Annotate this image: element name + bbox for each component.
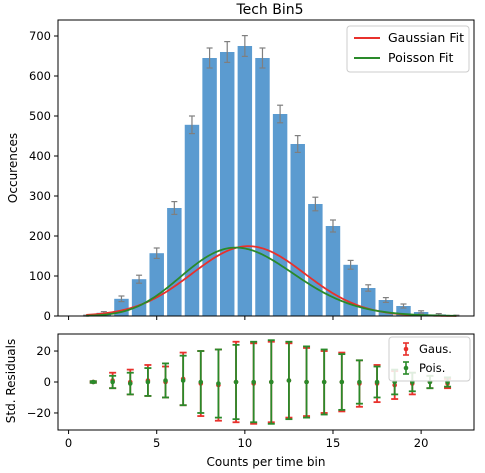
y-tick-label: −20: [27, 406, 51, 420]
residual-marker: [145, 379, 151, 385]
residual-point-pois: [303, 345, 311, 419]
y-tick-label: 0: [44, 309, 51, 323]
legend-swatch-pois: [403, 361, 409, 375]
residual-marker: [180, 378, 186, 383]
residual-point-pois: [197, 350, 205, 414]
y-tick-label: 100: [29, 269, 51, 283]
residual-point-pois: [89, 379, 97, 385]
histogram-bar: [272, 114, 288, 316]
legend-label-gaussian: Gaussian Fit: [388, 30, 464, 45]
y-tick-label: 20: [36, 344, 51, 358]
residual-marker: [216, 381, 221, 386]
residuals-x-ticks: 0 5 10 15 20: [65, 430, 429, 450]
chart-title: Tech Bin5: [235, 2, 303, 18]
histogram-bar: [149, 253, 164, 316]
histogram-plot-area: 0 100 200 300 400 500 600 700: [29, 19, 475, 323]
residuals-plot-area: 0 5 10 15 20 −20 0 20: [27, 333, 475, 450]
legend-label-poisson: Poisson Fit: [388, 50, 454, 65]
residual-marker: [198, 379, 204, 385]
fit-curve: [86, 246, 457, 317]
legend-box: [388, 336, 471, 382]
legend-label-gaus: Gaus.: [419, 342, 452, 356]
histogram-bar: [184, 124, 200, 316]
residual-marker: [163, 378, 168, 383]
residual-point-pois: [179, 354, 187, 407]
histogram-error-bars: [83, 34, 460, 317]
residual-point-pois: [320, 348, 328, 416]
histogram-bar: [255, 58, 270, 316]
y-tick-label: 500: [29, 109, 51, 123]
residual-marker: [374, 379, 380, 385]
histogram-axes-frame: [57, 19, 475, 317]
residual-point-pois: [162, 362, 170, 399]
residual-marker: [286, 378, 292, 383]
histogram-bar: [237, 46, 253, 316]
residual-point-pois: [267, 339, 275, 425]
residual-point-pois: [338, 353, 346, 411]
x-tick-label: 15: [326, 436, 341, 450]
x-tick-label: 5: [153, 436, 160, 450]
residuals-y-ticks: −20 0 20: [27, 344, 58, 420]
residual-marker: [233, 379, 239, 385]
residual-marker: [110, 379, 115, 385]
histogram-bar: [325, 226, 341, 316]
y-tick-label: 0: [44, 375, 51, 389]
residual-marker: [268, 379, 274, 385]
residual-point-pois: [126, 371, 134, 396]
legend-swatch-gaus: [403, 342, 409, 356]
residual-marker: [304, 379, 309, 385]
fit-curves: [86, 245, 457, 317]
residual-point-pois: [109, 374, 117, 390]
residual-point-pois: [373, 365, 381, 399]
histogram-bar: [413, 312, 429, 316]
histogram-y-axis-label: Occurences: [6, 133, 20, 203]
residual-point-pois: [144, 367, 152, 397]
residual-marker: [321, 379, 327, 385]
residual-point-pois: [232, 343, 240, 421]
x-tick-label: 10: [238, 436, 253, 450]
histogram-bar: [396, 306, 411, 316]
residual-marker: [357, 379, 362, 385]
histogram-bar: [131, 279, 147, 316]
residual-marker: [127, 381, 133, 386]
residual-marker: [90, 379, 96, 385]
histogram-bar: [343, 264, 358, 316]
histogram-legend: Gaussian Fit Poisson Fit: [346, 25, 470, 73]
residual-point-pois: [355, 359, 363, 405]
legend-marker: [403, 365, 409, 371]
residual-point-pois: [285, 340, 293, 421]
histogram-bar: [167, 208, 182, 316]
histogram-bar: [290, 144, 305, 316]
residual-point-pois: [214, 348, 222, 419]
residual-point-pois: [250, 340, 258, 424]
histogram-x-ticks: [68, 316, 422, 320]
histogram-bar: [308, 204, 323, 316]
histogram-bar: [219, 52, 235, 316]
residual-marker: [251, 379, 256, 385]
residuals-y-axis-label: Std. Residuals: [4, 339, 18, 424]
histogram-bar: [361, 288, 376, 316]
residuals-x-axis-label: Counts per time bin: [207, 455, 326, 469]
y-tick-label: 700: [29, 29, 51, 43]
y-tick-label: 600: [29, 69, 51, 83]
residuals-legend: Gaus. Pois.: [388, 336, 471, 382]
x-tick-label: 20: [414, 436, 429, 450]
legend-label-pois: Pois.: [419, 361, 445, 375]
histogram-y-ticks: 0 100 200 300 400 500 600 700: [29, 29, 58, 323]
residual-marker: [339, 379, 345, 385]
y-tick-label: 400: [29, 149, 51, 163]
residual-points: [89, 339, 452, 425]
x-tick-label: 0: [65, 436, 72, 450]
y-tick-label: 300: [29, 189, 51, 203]
y-tick-label: 200: [29, 229, 51, 243]
histogram-bar: [202, 58, 217, 316]
legend-marker: [403, 346, 409, 352]
